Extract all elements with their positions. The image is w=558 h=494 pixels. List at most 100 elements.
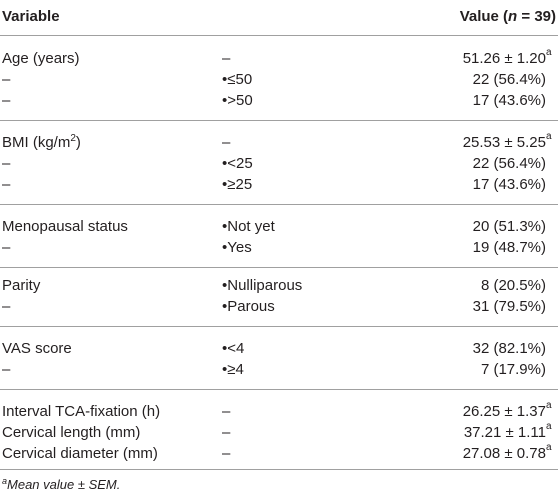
variable-text: Interval TCA-fixation (h) (2, 403, 161, 420)
variable-cell: – (2, 90, 10, 111)
variable-text: – (2, 361, 11, 378)
category-cell: – (222, 445, 231, 462)
category-cell: – (222, 403, 231, 420)
value-text: 32 (82.1%) (472, 340, 546, 357)
value-sup: a (546, 400, 552, 411)
header-cell: Variable (2, 8, 60, 25)
category-cell: •≥4 (222, 361, 244, 378)
variable-cell: Parity (2, 275, 40, 296)
category-cell: – (222, 134, 231, 151)
value-text: 22 (56.4%) (472, 155, 546, 172)
variable-cell: Menopausal status (2, 216, 128, 237)
value-text: 37.21 ± 1.11 (463, 424, 546, 441)
table-row: – •≥25 17 (43.6%) (0, 174, 558, 195)
value-cell: 51.26 ± 1.20 a (463, 47, 552, 69)
value-cell: 8 (20.5%) (481, 275, 546, 296)
category-cell: •Parous (222, 298, 275, 315)
variable-cell: BMI (kg/m2) (2, 132, 81, 155)
variable-text: – (2, 298, 11, 315)
category-cell: •Yes (222, 239, 252, 256)
value-cell: 32 (82.1%) (473, 338, 546, 359)
variable-cell: Cervical length (mm) (2, 422, 140, 443)
header-cell: Value (n = 39) (460, 6, 556, 27)
category-cell: •Nulliparous (222, 277, 303, 294)
rule (0, 35, 558, 36)
table-row: – •≥4 7 (17.9%) (0, 359, 558, 380)
variable-text: – (2, 155, 11, 172)
value-text: 27.08 ± 0.78 (462, 445, 546, 462)
footnote: aMean value ± SEM. (2, 476, 121, 494)
table-row: Menopausal status •Not yet 20 (51.3%) (0, 216, 558, 237)
category-cell: •≥25 (222, 176, 253, 193)
value-text: 17 (43.6%) (472, 176, 546, 193)
value-text: 17 (43.6%) (472, 92, 546, 109)
value-text: 26.25 ± 1.37 (462, 403, 546, 420)
value-cell: 22 (56.4%) (473, 153, 546, 174)
variable-text: Menopausal status (2, 218, 128, 235)
category-cell: – (222, 50, 231, 67)
value-text: 7 (17.9%) (480, 361, 546, 378)
variable-text: – (2, 239, 11, 256)
header-text: n (508, 8, 518, 25)
variable-text: BMI (kg/m (2, 134, 71, 151)
value-cell: 17 (43.6%) (473, 174, 546, 195)
table-row: VAS score •<4 32 (82.1%) (0, 338, 558, 359)
variable-text: – (2, 92, 11, 109)
variable-cell: – (2, 359, 10, 380)
rule (0, 204, 558, 205)
rule (0, 469, 558, 470)
table-row: BMI (kg/m2) – 25.53 ± 5.25 a (0, 131, 558, 155)
variable-cell: Interval TCA-fixation (h) (2, 401, 160, 422)
table-row: Age (years) – 51.26 ± 1.20 a (0, 47, 558, 69)
variable-cell: VAS score (2, 338, 72, 359)
table-row: – •≤50 22 (56.4%) (0, 69, 558, 90)
variable-cell: – (2, 237, 10, 258)
value-cell: 25.53 ± 5.25 a (463, 131, 552, 153)
value-text: 8 (20.5%) (480, 277, 546, 294)
variable-cell: – (2, 153, 10, 174)
variable-text: – (2, 176, 11, 193)
header-row: Variable Value (n = 39) (0, 6, 558, 27)
variable-text: Cervical length (mm) (2, 424, 141, 441)
value-text: 19 (48.7%) (472, 239, 546, 256)
table-row: – •Parous 31 (79.5%) (0, 296, 558, 317)
value-text: 31 (79.5%) (472, 298, 546, 315)
variable-text: VAS score (2, 340, 72, 357)
value-cell: 31 (79.5%) (473, 296, 546, 317)
value-sup: a (546, 421, 552, 432)
variable-text: – (2, 71, 11, 88)
category-cell: •<4 (222, 340, 245, 357)
variable-cell: Age (years) (2, 48, 80, 69)
value-sup: a (546, 131, 552, 142)
category-cell: •≤50 (222, 71, 253, 88)
value-sup: a (546, 442, 552, 453)
variable-cell: – (2, 296, 10, 317)
header-text: = 39) (517, 8, 556, 25)
value-cell: 26.25 ± 1.37 a (462, 400, 552, 422)
value-text: 22 (56.4%) (472, 71, 546, 88)
footnote-text: Mean value ± SEM. (7, 477, 121, 492)
table-row: – •<25 22 (56.4%) (0, 153, 558, 174)
category-cell: •>50 (222, 92, 253, 109)
value-cell: 17 (43.6%) (473, 90, 546, 111)
value-cell: 22 (56.4%) (473, 69, 546, 90)
header-text: Value ( (459, 8, 509, 25)
variable-sup: 2 (70, 133, 76, 144)
variable-cell: – (2, 174, 10, 195)
variable-text: ) (75, 134, 81, 151)
table-row: Parity •Nulliparous 8 (20.5%) (0, 275, 558, 296)
category-cell: •Not yet (222, 218, 275, 235)
table-row: Interval TCA-fixation (h) – 26.25 ± 1.37 a (0, 400, 558, 422)
value-cell: 7 (17.9%) (481, 359, 546, 380)
rule (0, 267, 558, 268)
value-text: 20 (51.3%) (472, 218, 546, 235)
variable-text: Cervical diameter (mm) (2, 445, 158, 462)
rule (0, 389, 558, 390)
variable-text: Parity (2, 277, 41, 294)
rule (0, 326, 558, 327)
category-cell: •<25 (222, 155, 253, 172)
table-row: – •>50 17 (43.6%) (0, 90, 558, 111)
rule (0, 120, 558, 121)
value-cell: 37.21 ± 1.11 a (463, 421, 552, 443)
